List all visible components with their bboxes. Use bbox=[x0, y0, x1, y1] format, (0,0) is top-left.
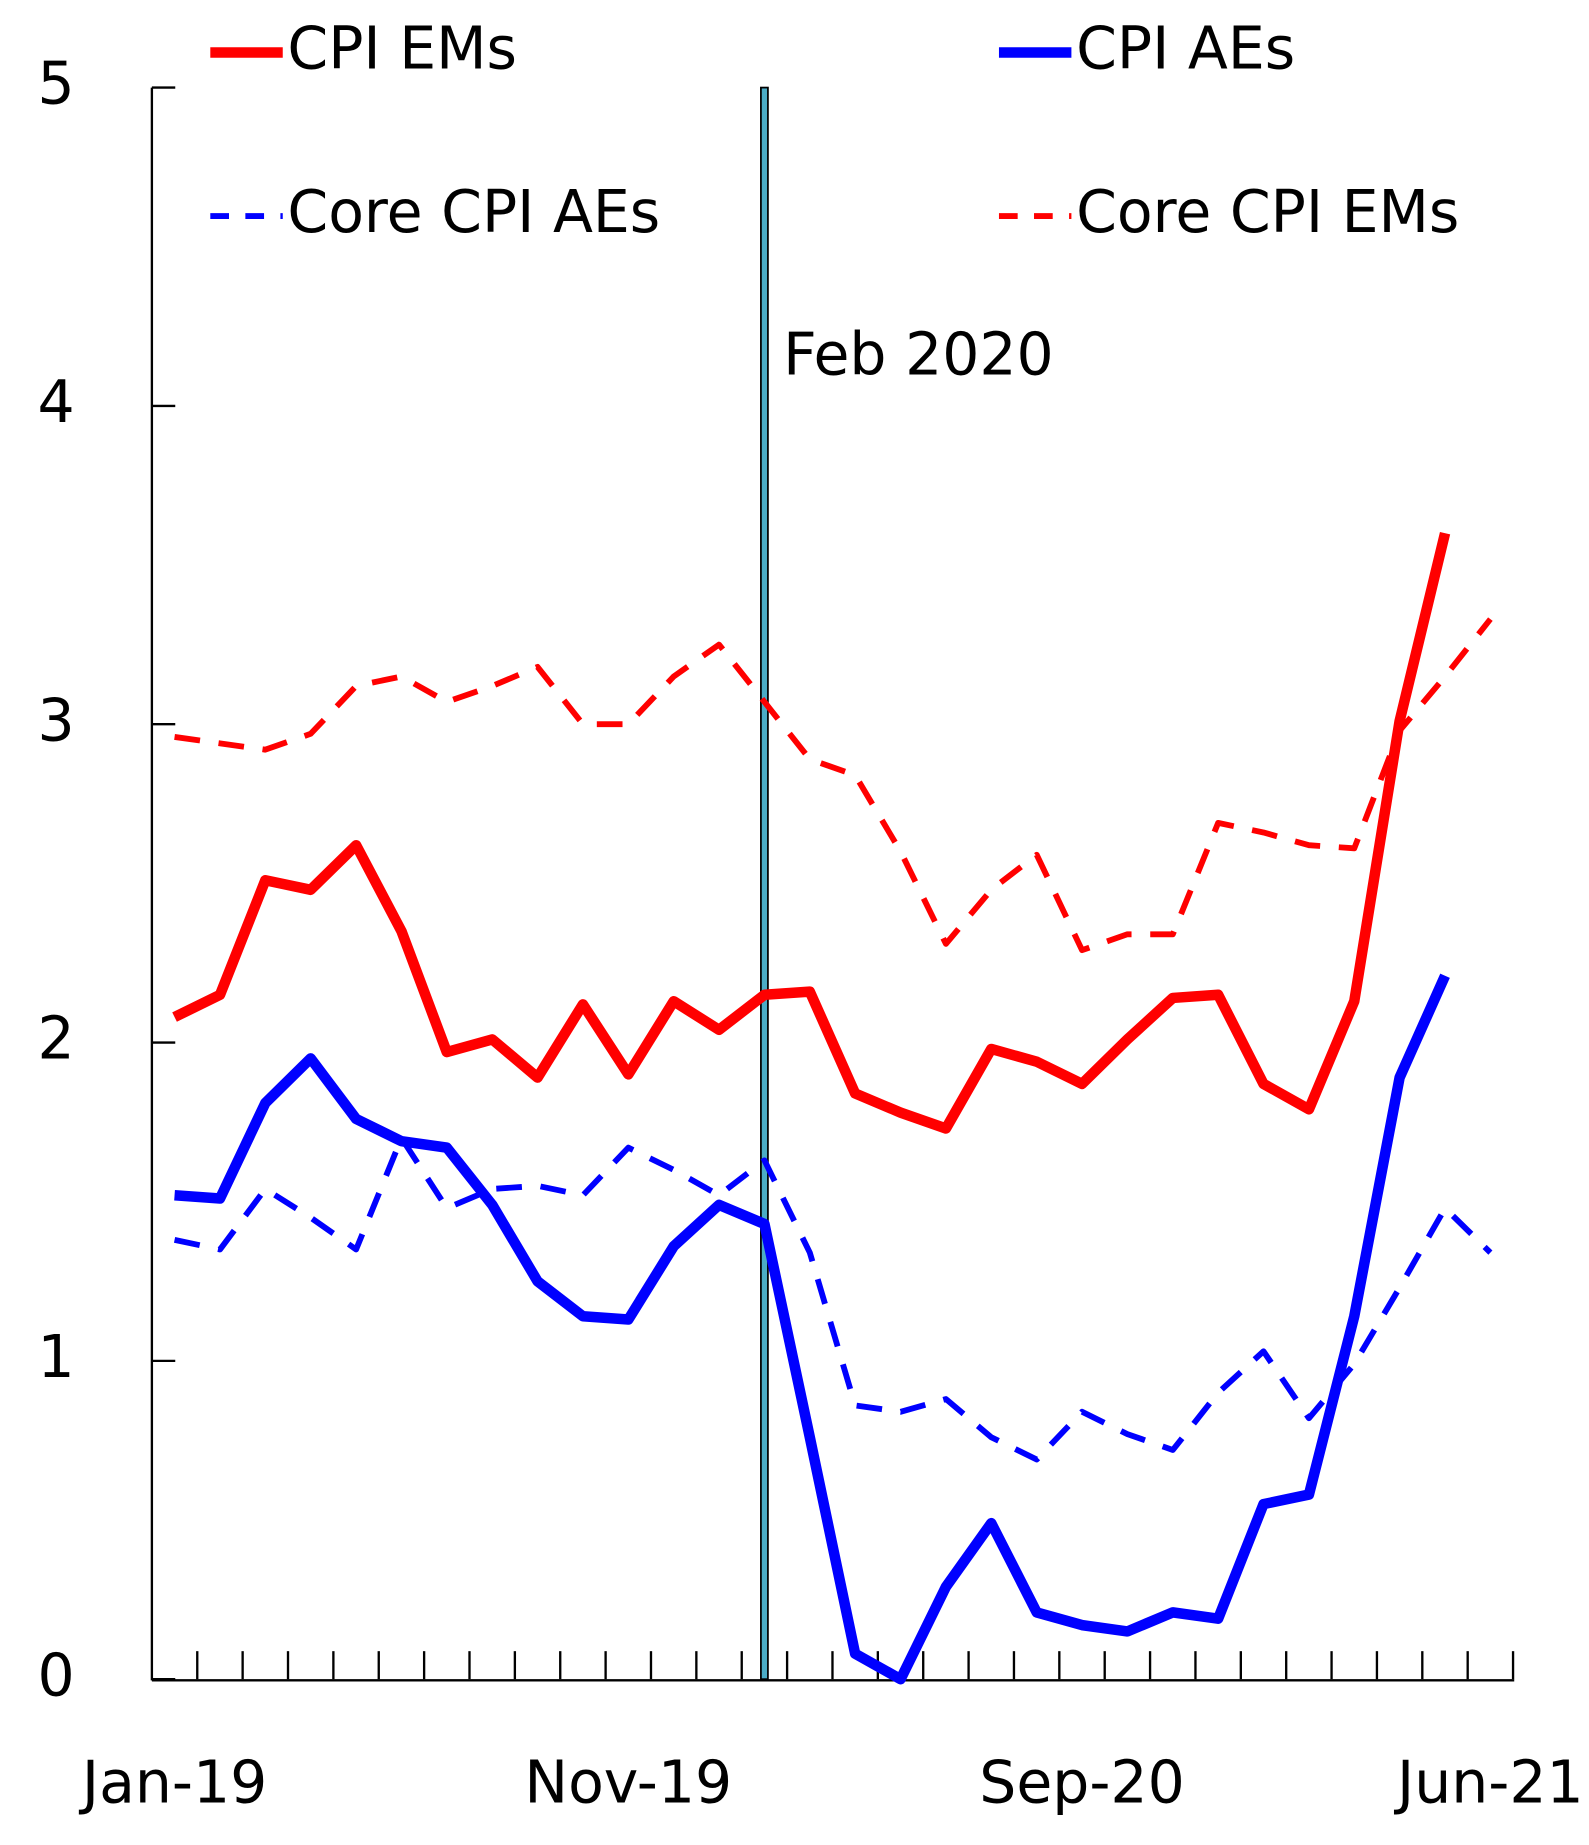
x-tick-label: Jun-21 bbox=[1393, 1749, 1584, 1817]
x-tick-label: Nov-19 bbox=[524, 1749, 732, 1817]
series-line bbox=[174, 617, 1493, 954]
y-tick-label: 3 bbox=[37, 686, 74, 754]
legend-label: Core CPI AEs bbox=[287, 178, 660, 246]
series-line bbox=[173, 1135, 1493, 1463]
x-tick-label: Jan-19 bbox=[78, 1749, 267, 1817]
event-line bbox=[760, 86, 769, 1681]
legend-label: Core CPI EMs bbox=[1076, 178, 1459, 246]
y-tick-label: 1 bbox=[37, 1323, 74, 1391]
series-line bbox=[174, 973, 1450, 1685]
y-tick-label: 0 bbox=[37, 1641, 74, 1709]
event-label: Feb 2020 bbox=[783, 321, 1054, 389]
y-tick-label: 4 bbox=[37, 368, 74, 436]
x-tick-label: Sep-20 bbox=[979, 1749, 1184, 1817]
legend-label: CPI EMs bbox=[287, 15, 517, 83]
legend-label: CPI AEs bbox=[1076, 15, 1295, 83]
y-tick-label: 5 bbox=[37, 50, 74, 118]
series-line bbox=[172, 531, 1451, 1134]
y-tick-label: 2 bbox=[37, 1005, 74, 1073]
